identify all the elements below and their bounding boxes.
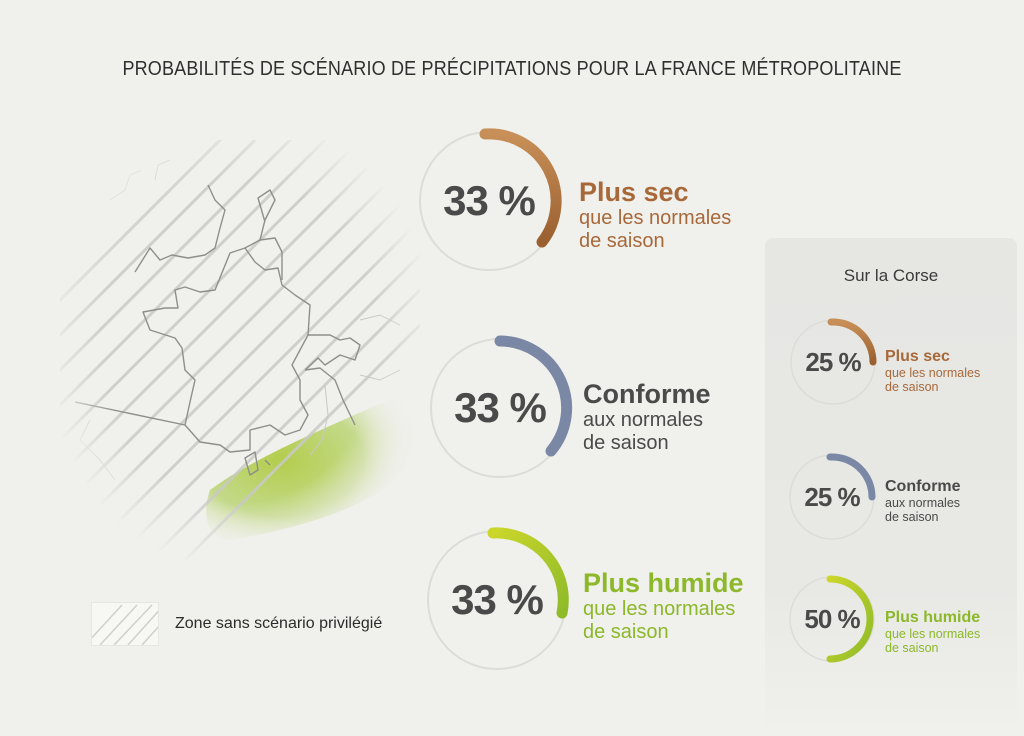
scenario-sub1: que les normales [579, 207, 732, 230]
percent-value: 25 % [804, 481, 860, 512]
page-title: PROBABILITÉS DE SCÉNARIO DE PRÉCIPITATIO… [122, 58, 902, 80]
scenario-sub2: de saison [583, 620, 669, 643]
legend-label: Zone sans scénario privilégié [175, 615, 383, 632]
percent-value: 33 % [451, 576, 544, 623]
scenario-sub1: aux normales [885, 495, 961, 510]
ring-corse-humide: 50 % [788, 575, 876, 663]
scenario-sub1: aux normales [583, 409, 704, 432]
scenario-heading: Plus sec [885, 348, 950, 365]
scenario-sub1: que les normales [885, 365, 981, 380]
label-france-conforme: Conforme aux normales de saison [583, 379, 711, 454]
ring-france-conforme: 33 % [427, 335, 573, 481]
scenario-sub2: de saison [885, 509, 939, 524]
scenario-sub1: que les normales [885, 626, 981, 641]
scenario-heading: Plus humide [885, 609, 981, 626]
hatch-swatch-icon [86, 602, 179, 646]
label-france-sec: Plus sec que les normales de saison [579, 177, 731, 252]
percent-value: 25 % [805, 346, 861, 377]
map-legend: Zone sans scénario privilégié [86, 602, 383, 646]
ring-france-humide: 33 % [424, 527, 570, 673]
label-france-humide: Plus humide que les normales de saison [583, 568, 744, 643]
scenario-heading: Conforme [885, 478, 961, 495]
ring-france-sec: 33 % [416, 128, 562, 274]
scenario-sub2: de saison [885, 379, 939, 394]
percent-value: 33 % [443, 177, 536, 224]
label-corse-humide: Plus humide que les normales de saison [885, 609, 980, 655]
label-corse-sec: Plus sec que les normales de saison [885, 348, 980, 394]
percent-value: 33 % [454, 384, 547, 431]
scenario-heading: Plus humide [583, 568, 744, 598]
scenario-sub2: de saison [579, 229, 665, 252]
france-map [18, 118, 452, 567]
ring-corse-sec: 25 % [789, 318, 877, 406]
scenario-sub2: de saison [885, 640, 939, 655]
scenario-sub2: de saison [583, 431, 669, 454]
label-corse-conforme: Conforme aux normales de saison [885, 478, 961, 524]
scenario-heading: Conforme [583, 379, 711, 409]
panel-title: Sur la Corse [843, 266, 939, 285]
ring-corse-conforme: 25 % [788, 453, 876, 541]
percent-value: 50 % [804, 603, 860, 634]
scenario-heading: Plus sec [579, 177, 689, 207]
scenario-sub1: que les normales [583, 598, 736, 621]
wet-zone [206, 395, 420, 540]
